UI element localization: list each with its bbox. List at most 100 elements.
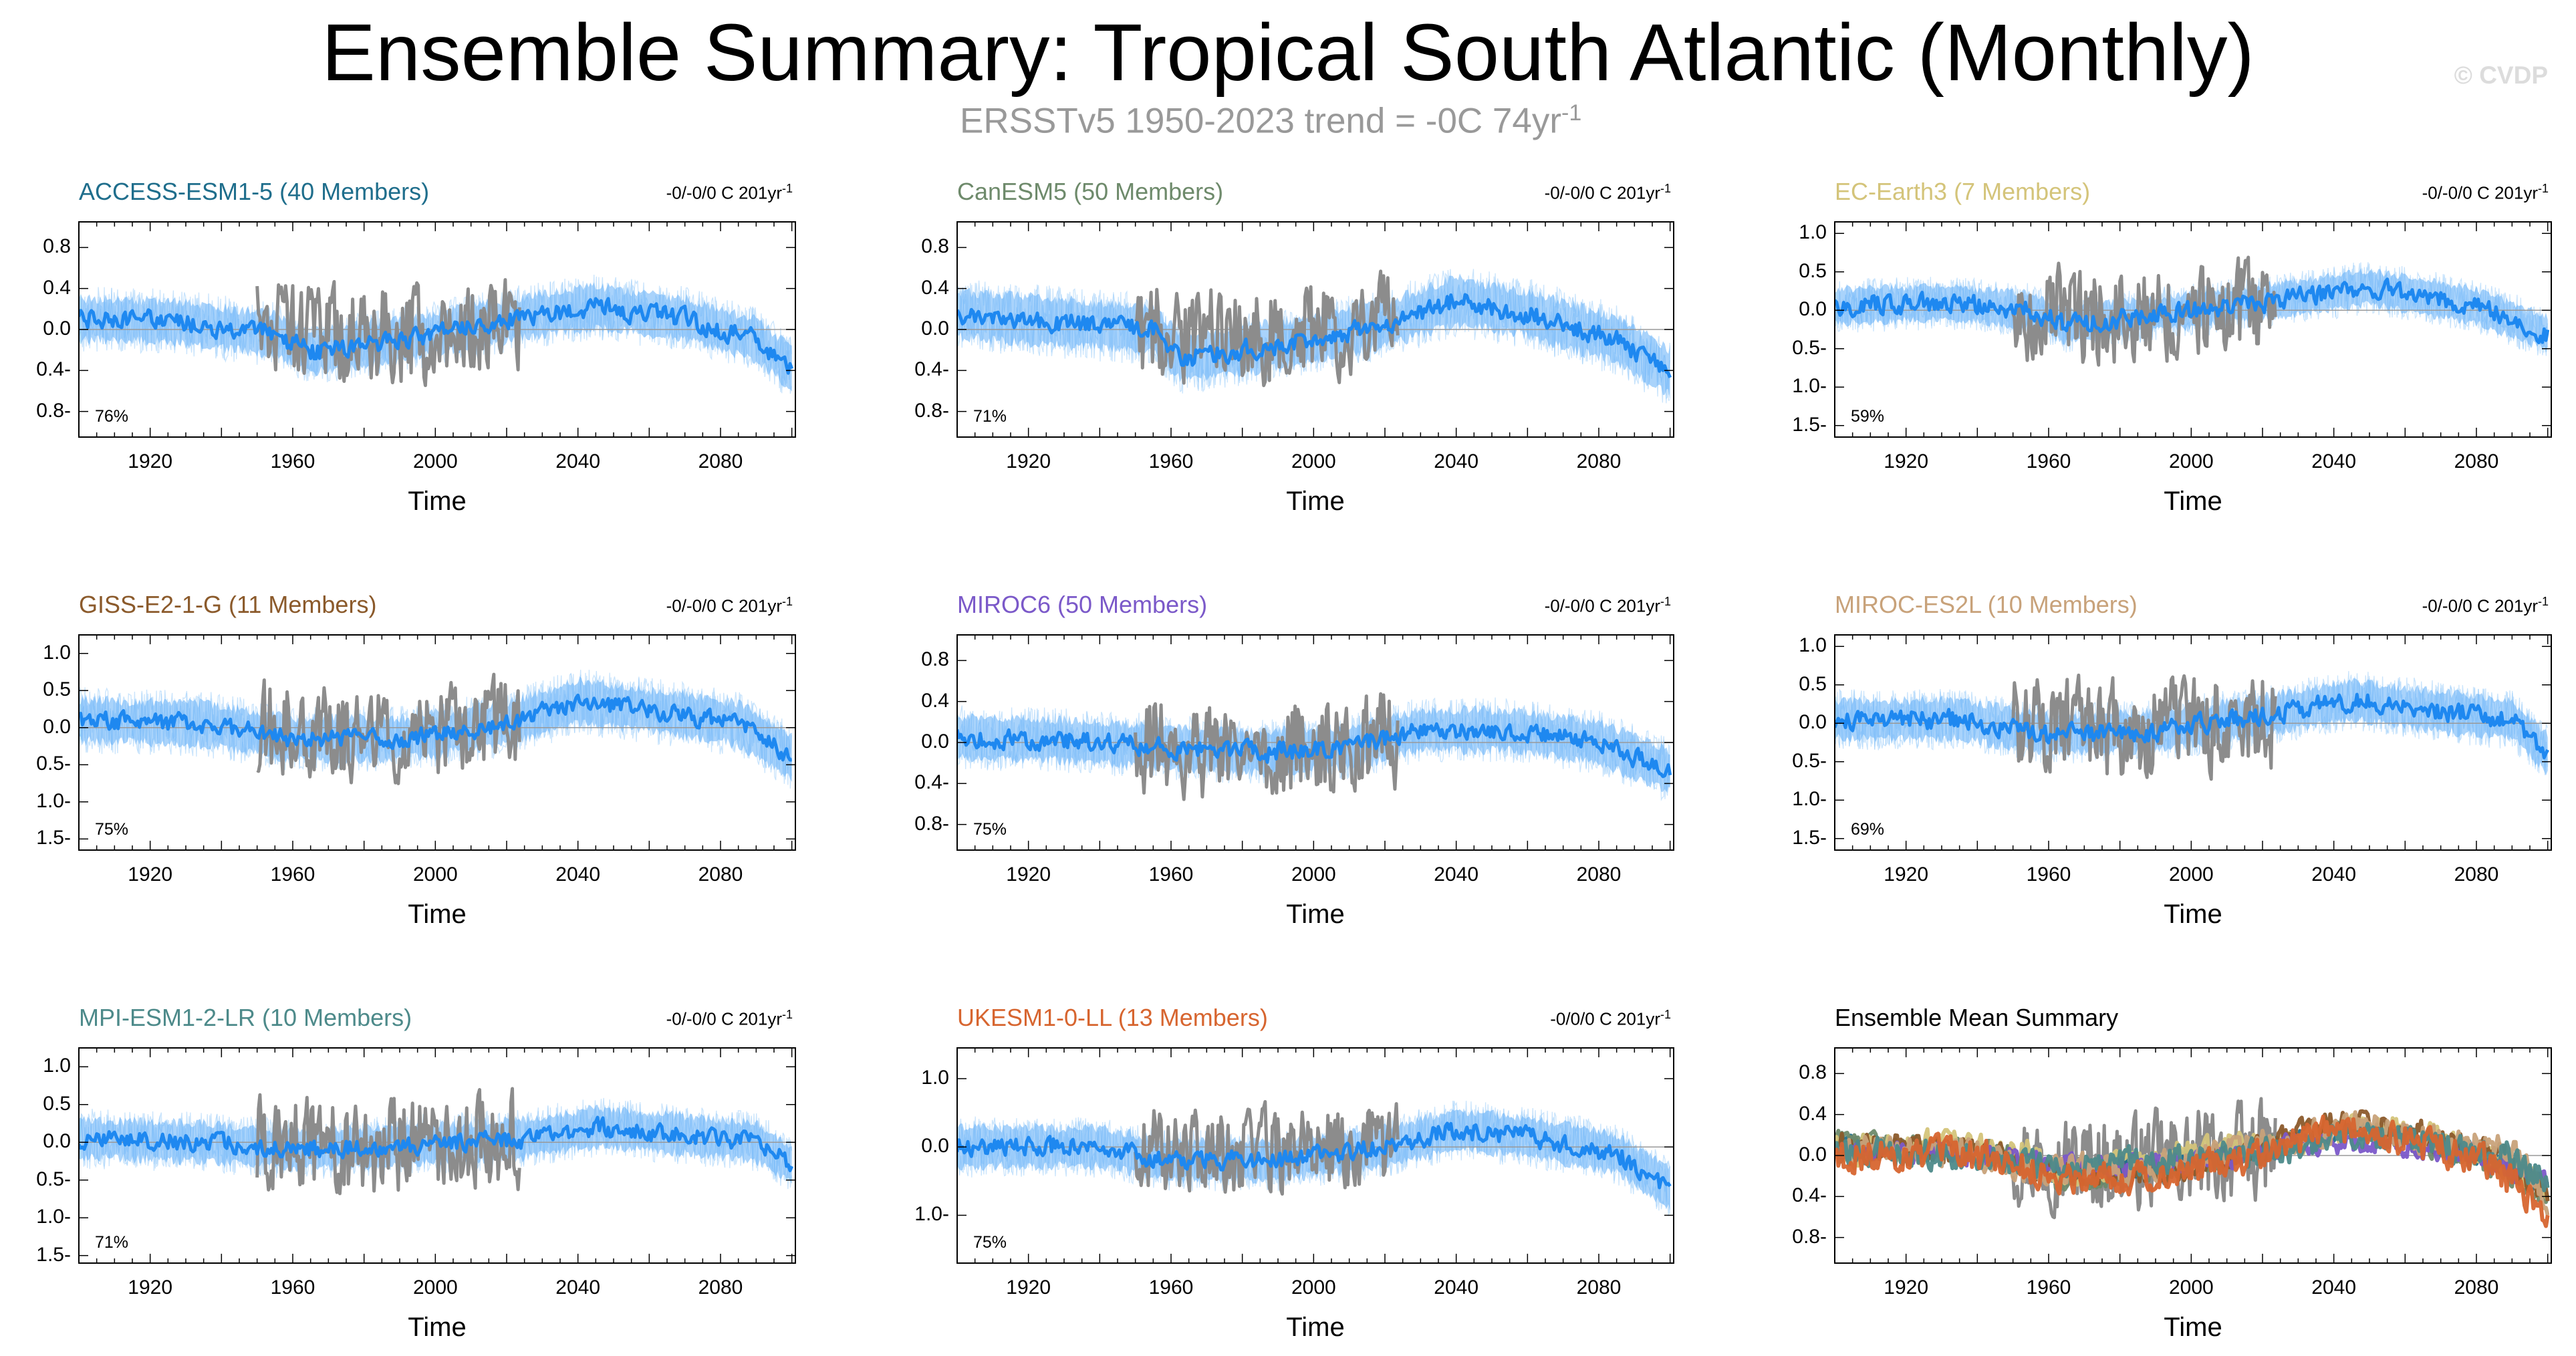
x-axis-label: Time — [1286, 487, 1345, 516]
panel-trend-text: -0/-0/0 C 201yr-1 — [666, 595, 793, 617]
plot-frame — [78, 634, 796, 851]
x-tick-label: 1920 — [1884, 1276, 1929, 1299]
observations-line — [255, 278, 521, 388]
panel-title: UKESM1-0-LL (13 Members) — [957, 1004, 1268, 1031]
x-tick-label: 2080 — [1576, 450, 1622, 472]
x-tick-label: 2040 — [1434, 863, 1479, 886]
trend-value: -0/-0/0 C 201yr — [2422, 182, 2538, 203]
x-tick-label: 1960 — [2026, 450, 2071, 472]
trend-superscript: -1 — [781, 182, 793, 195]
ensemble-mean-line — [79, 693, 792, 762]
panel-trend-text: -0/-0/0 C 201yr-1 — [2422, 595, 2549, 617]
x-tick-label: 2040 — [2311, 1276, 2357, 1299]
observations-line — [255, 1087, 521, 1196]
trend-superscript: -1 — [1660, 595, 1671, 608]
panel-percentage: 69% — [1851, 820, 1885, 839]
x-tick-label: 2080 — [698, 1276, 743, 1299]
observations-line — [1134, 692, 1400, 801]
x-tick-label: 1960 — [270, 1276, 315, 1299]
observations-trend-overlay: ERSSTv5 1950-2023 trend = -0C 74yr-1 — [960, 100, 1581, 142]
panel-percentage: 76% — [95, 407, 129, 426]
plot-area-miroces2l — [1835, 671, 2551, 781]
x-axis-label: Time — [408, 1313, 467, 1342]
panel-trend-text: -0/-0/0 C 201yr-1 — [2422, 182, 2549, 204]
x-tick-label: 2080 — [2454, 863, 2499, 886]
summary-mean-line-ukesm — [1835, 1114, 2550, 1228]
x-tick-label: 1960 — [270, 863, 315, 886]
plot-area-mean_summary — [1835, 1097, 2551, 1228]
observations-line — [1134, 1100, 1400, 1196]
ensemble-mean-line — [957, 722, 1672, 779]
trend-superscript: -1 — [1660, 182, 1671, 195]
x-axis-label: Time — [2164, 487, 2222, 516]
panel-title: EC-Earth3 (7 Members) — [1835, 178, 2091, 205]
x-tick-label: 2080 — [2454, 450, 2499, 472]
observations-line — [2011, 673, 2277, 781]
x-tick-label: 2080 — [1576, 863, 1622, 886]
panel-title: Ensemble Mean Summary — [1835, 1004, 2119, 1031]
panel-title: MIROC-ES2L (10 Members) — [1835, 591, 2138, 618]
x-axis-label: Time — [408, 487, 467, 516]
plot-area-mpi — [79, 1087, 795, 1196]
x-tick-label: 2000 — [1291, 863, 1336, 886]
cvdp-watermark: © CVDP — [2454, 61, 2548, 89]
x-tick-label: 2000 — [412, 450, 458, 472]
plot-frame — [1834, 634, 2552, 851]
ensemble-spread-band — [957, 1109, 1670, 1211]
figure-title: Ensemble Summary: Tropical South Atlanti… — [321, 7, 2255, 98]
x-tick-label: 1920 — [1884, 863, 1929, 886]
panel-mpi — [78, 1047, 796, 1264]
plot-area-ecearth3 — [1835, 255, 2551, 367]
x-tick-label: 2040 — [555, 1276, 601, 1299]
panel-miroc6 — [956, 634, 1674, 851]
x-tick-label: 2040 — [555, 450, 601, 472]
panel-ecearth3 — [1834, 221, 2552, 438]
x-tick-label: 1920 — [1884, 450, 1929, 472]
ensemble-mean-line — [79, 1115, 794, 1172]
ensemble-mean-line — [957, 1121, 1672, 1190]
x-tick-label: 1920 — [1006, 863, 1051, 886]
plot-frame — [1834, 221, 2552, 438]
x-tick-label: 1920 — [128, 1276, 173, 1299]
x-axis-label: Time — [1286, 900, 1345, 929]
trend-value: -0/-0/0 C 201yr — [1544, 595, 1660, 616]
panel-title: CanESM5 (50 Members) — [957, 178, 1224, 205]
x-tick-label: 1960 — [2026, 863, 2071, 886]
observations-trend-text: ERSSTv5 1950-2023 trend = -0C 74yr — [960, 101, 1562, 141]
panel-percentage: 75% — [973, 820, 1007, 839]
observations-line — [2011, 255, 2277, 367]
trend-value: -0/-0/0 C 201yr — [666, 1008, 782, 1029]
panel-percentage: 71% — [973, 407, 1007, 426]
x-tick-label: 1960 — [1148, 863, 1194, 886]
trend-value: -0/-0/0 C 201yr — [666, 595, 782, 616]
trend-value: -0/-0/0 C 201yr — [666, 182, 782, 203]
plot-area-giss — [79, 670, 795, 789]
panel-canesm5 — [956, 221, 1674, 438]
panel-percentage: 71% — [95, 1233, 129, 1252]
x-tick-label: 2080 — [2454, 1276, 2499, 1299]
x-tick-label: 2080 — [698, 450, 743, 472]
panel-percentage: 75% — [973, 1233, 1007, 1252]
panel-title: MPI-ESM1-2-LR (10 Members) — [79, 1004, 412, 1031]
panel-mean_summary — [1834, 1047, 2552, 1264]
panel-access — [78, 221, 796, 438]
panel-percentage: 59% — [1851, 407, 1885, 426]
trend-superscript: -1 — [2537, 595, 2549, 608]
plot-area-canesm5 — [957, 269, 1674, 404]
observations-line — [256, 672, 521, 785]
panel-giss — [78, 634, 796, 851]
plot-area-miroc6 — [957, 692, 1674, 801]
x-tick-label: 1960 — [2026, 1276, 2071, 1299]
x-tick-label: 2000 — [1291, 1276, 1336, 1299]
x-tick-label: 1960 — [1148, 450, 1194, 472]
trend-superscript: -1 — [2537, 182, 2549, 195]
observations-trend-superscript: -1 — [1561, 100, 1582, 126]
panel-percentage: 75% — [95, 820, 129, 839]
panel-title: GISS-E2-1-G (11 Members) — [79, 591, 377, 618]
panel-title: MIROC6 (50 Members) — [957, 591, 1208, 618]
x-tick-label: 2040 — [1434, 450, 1479, 472]
panel-trend-text: -0/-0/0 C 201yr-1 — [1545, 182, 1671, 204]
panel-miroces2l — [1834, 634, 2552, 851]
panel-trend-text: -0/-0/0 C 201yr-1 — [666, 1008, 793, 1030]
trend-superscript: -1 — [781, 595, 793, 608]
